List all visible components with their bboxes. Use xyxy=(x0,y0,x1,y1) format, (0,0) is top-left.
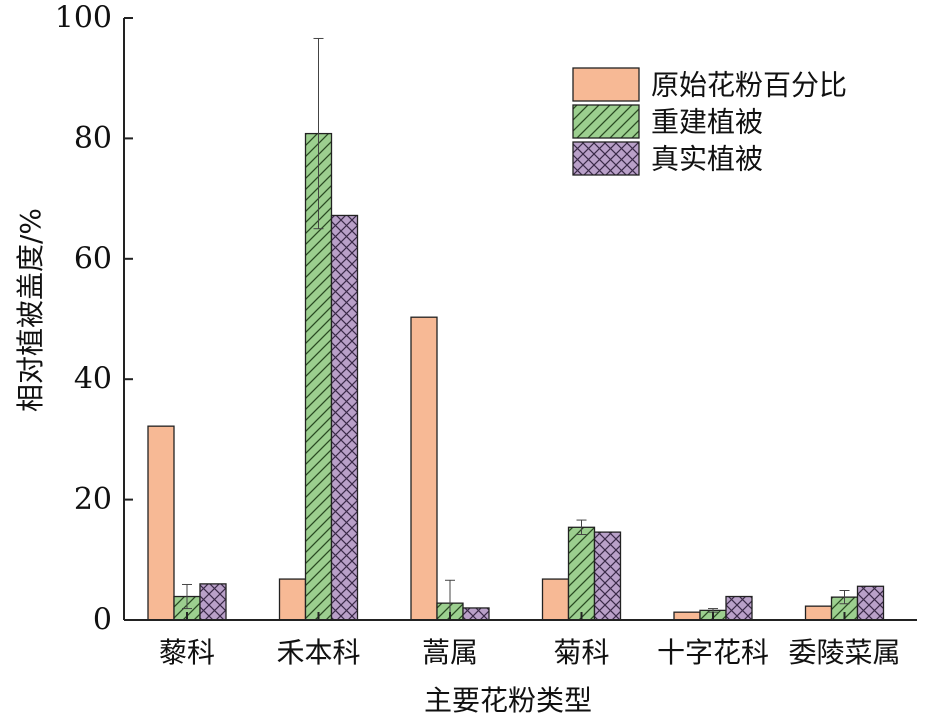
bars-layer xyxy=(147,132,885,621)
legend-swatch-3 xyxy=(572,141,640,176)
bar-1-1 xyxy=(147,425,175,621)
bar-3-4 xyxy=(593,531,622,621)
y-tick-label: 100 xyxy=(55,1,112,36)
bar-3-3 xyxy=(462,607,490,621)
bar-1-3 xyxy=(410,316,438,621)
bar-1-6 xyxy=(804,605,833,621)
bar-2-4 xyxy=(567,526,596,621)
legend-label-1: 原始花粉百分比 xyxy=(651,69,847,102)
legend-swatch-1 xyxy=(572,67,640,102)
bar-3-5 xyxy=(725,595,753,621)
legend-label-3: 真实植被 xyxy=(651,143,763,176)
x-tick-label: 委陵菜属 xyxy=(788,636,900,669)
y-tick-label: 20 xyxy=(74,482,112,517)
y-ticks: 0 20 40 60 80 100 xyxy=(55,1,133,638)
y-tick-label: 0 xyxy=(93,603,112,638)
bar-1-5 xyxy=(673,611,701,621)
legend-label-2: 重建植被 xyxy=(651,106,763,139)
x-tick-label: 禾本科 xyxy=(276,636,360,669)
x-tick-label: 蒿属 xyxy=(422,636,478,669)
x-tick-labels: 藜科 禾本科 蒿属 菊科 十字花科 委陵菜属 xyxy=(159,612,901,669)
x-axis-title: 主要花粉类型 xyxy=(424,684,592,717)
bar-3-2 xyxy=(330,214,359,621)
x-tick-label: 菊科 xyxy=(553,636,609,669)
x-tick-label: 十字花科 xyxy=(657,636,769,669)
bar-1-2 xyxy=(278,578,307,621)
legend-swatch-2 xyxy=(572,104,640,139)
bar-1-4 xyxy=(541,578,570,621)
y-tick-label: 60 xyxy=(74,241,112,276)
axes xyxy=(123,18,917,621)
bar-3-6 xyxy=(856,585,885,621)
x-tick-label: 藜科 xyxy=(159,636,215,669)
y-tick-label: 80 xyxy=(74,121,112,156)
y-axis-title: 相对植被盖度/% xyxy=(14,208,47,412)
bar-3-1 xyxy=(199,583,227,621)
y-tick-label: 40 xyxy=(74,362,112,397)
